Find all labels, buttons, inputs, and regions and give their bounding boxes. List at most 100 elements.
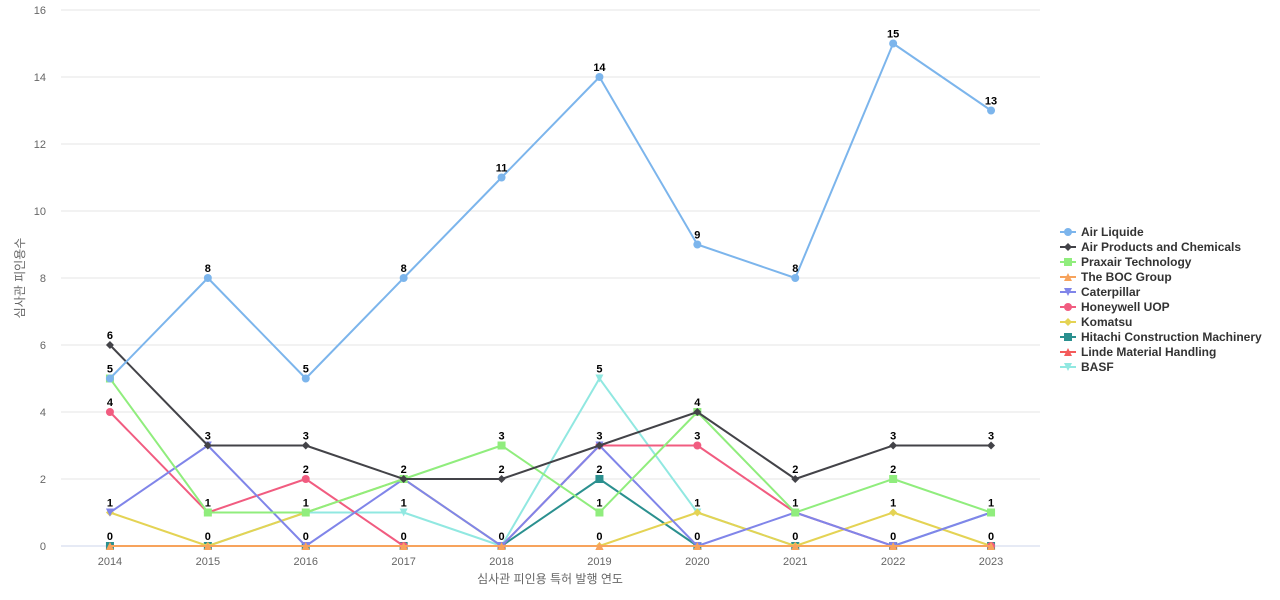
data-label: 1 (107, 498, 113, 510)
data-label: 3 (694, 431, 700, 443)
x-tick-label: 2020 (685, 556, 709, 568)
x-tick-label: 2017 (391, 556, 415, 568)
legend-symbol-komatsu (1060, 317, 1076, 326)
data-point-air-liquide (497, 173, 506, 182)
data-point-air-products-and-chemicals (595, 441, 604, 450)
data-point-air-liquide (399, 274, 408, 282)
data-point-air-liquide (595, 73, 604, 81)
data-point-air-liquide (987, 106, 996, 115)
legend-symbol-caterpillar (1060, 287, 1076, 296)
data-label: 1 (205, 498, 211, 510)
legend-label: Linde Material Handling (1081, 344, 1217, 359)
legend-symbol-air-products-and-chemicals (1060, 242, 1076, 251)
legend-symbol-praxair-technology (1060, 257, 1076, 266)
data-point-basf (399, 508, 408, 517)
data-label: 15 (887, 29, 899, 41)
data-label: 5 (303, 364, 309, 376)
legend-item-linde-material-handling[interactable]: Linde Material Handling (1060, 344, 1262, 359)
data-point-caterpillar (105, 508, 114, 517)
legend-item-praxair-technology[interactable]: Praxair Technology (1060, 254, 1262, 269)
data-label: 13 (985, 96, 997, 108)
legend-item-hitachi-construction-machinery[interactable]: Hitachi Construction Machinery (1060, 329, 1262, 344)
y-tick-label: 0 (40, 541, 46, 553)
data-label: 0 (205, 531, 211, 543)
data-point-air-liquide (791, 274, 800, 282)
legend-label: Hitachi Construction Machinery (1081, 329, 1262, 344)
series-line-praxair-technology (109, 377, 992, 514)
data-point-honeywell-uop (105, 408, 114, 416)
series-line-caterpillar (109, 444, 992, 547)
data-label: 14 (593, 62, 606, 74)
legend-marker (1064, 362, 1072, 371)
data-point-the-boc-group (595, 542, 604, 550)
data-label: 6 (107, 330, 113, 342)
legend-label: Komatsu (1081, 314, 1133, 329)
series-air-liquide (105, 39, 996, 383)
data-point-praxair-technology (791, 508, 800, 517)
data-point-the-boc-group (889, 542, 898, 550)
x-tick-label: 2023 (979, 556, 1003, 568)
legend-item-the-boc-group[interactable]: The BOC Group (1060, 269, 1262, 284)
data-point-air-products-and-chemicals (987, 441, 996, 450)
legend-item-air-products-and-chemicals[interactable]: Air Products and Chemicals (1060, 239, 1262, 254)
data-point-praxair-technology (889, 475, 898, 483)
data-point-praxair-technology (301, 508, 310, 517)
legend-item-caterpillar[interactable]: Caterpillar (1060, 284, 1262, 299)
y-tick-label: 8 (40, 273, 46, 285)
legend-symbol-hitachi-construction-machinery (1060, 332, 1076, 341)
legend-label: BASF (1081, 359, 1114, 374)
legend-label: Praxair Technology (1081, 254, 1192, 269)
y-axis-title: 심사관 피인용수 (13, 238, 27, 319)
data-point-the-boc-group (693, 542, 702, 550)
legend-symbol-honeywell-uop (1060, 302, 1076, 311)
x-tick-label: 2021 (783, 556, 807, 568)
data-label: 1 (988, 498, 994, 510)
data-label: 0 (401, 531, 407, 543)
data-point-the-boc-group (203, 542, 212, 550)
legend-symbol-linde-material-handling (1060, 347, 1076, 356)
data-point-the-boc-group (399, 542, 408, 550)
data-label: 1 (694, 498, 700, 510)
data-label: 8 (205, 263, 211, 275)
data-label: 1 (401, 498, 407, 510)
data-point-praxair-technology (987, 508, 996, 517)
data-label: 0 (792, 531, 798, 543)
series-line-air-liquide (109, 42, 992, 380)
y-tick-label: 14 (34, 72, 46, 84)
data-label: 2 (596, 464, 602, 476)
data-label: 0 (988, 531, 994, 543)
legend-item-air-liquide[interactable]: Air Liquide (1060, 224, 1262, 239)
data-point-hitachi-construction-machinery (595, 475, 604, 483)
data-point-air-products-and-chemicals (497, 475, 506, 483)
data-point-the-boc-group (791, 542, 800, 550)
legend-marker (1064, 242, 1072, 251)
data-point-air-liquide (693, 240, 702, 249)
legend-item-basf[interactable]: BASF (1060, 359, 1262, 374)
legend-marker (1064, 332, 1072, 341)
data-label: 0 (694, 531, 700, 543)
data-label: 1 (890, 498, 896, 510)
legend-label: Honeywell UOP (1081, 299, 1170, 314)
legend-symbol-basf (1060, 362, 1076, 371)
legend-item-honeywell-uop[interactable]: Honeywell UOP (1060, 299, 1262, 314)
data-point-air-liquide (889, 39, 898, 48)
data-point-air-products-and-chemicals (203, 441, 212, 450)
data-point-praxair-technology (203, 508, 212, 517)
legend-item-komatsu[interactable]: Komatsu (1060, 314, 1262, 329)
y-tick-label: 10 (34, 206, 46, 218)
data-label: 3 (988, 431, 994, 443)
data-labels: 6541083105321082101132014532109431082101… (107, 29, 997, 544)
x-tick-label: 2018 (489, 556, 513, 568)
legend-label: Air Liquide (1081, 224, 1144, 239)
data-point-air-products-and-chemicals (105, 341, 114, 349)
data-label: 9 (694, 230, 700, 242)
legend-marker (1064, 227, 1072, 236)
data-point-the-boc-group (987, 542, 996, 550)
data-label: 2 (401, 464, 407, 476)
legend-marker (1064, 317, 1072, 326)
data-point-air-products-and-chemicals (301, 441, 310, 450)
legend-marker (1064, 347, 1072, 356)
data-label: 0 (890, 531, 896, 543)
x-axis-ticks: 2014 2015 2016 2017 2018 2019 2020 2021 2022 2023 (98, 556, 1004, 568)
legend-symbol-the-boc-group (1060, 272, 1076, 281)
